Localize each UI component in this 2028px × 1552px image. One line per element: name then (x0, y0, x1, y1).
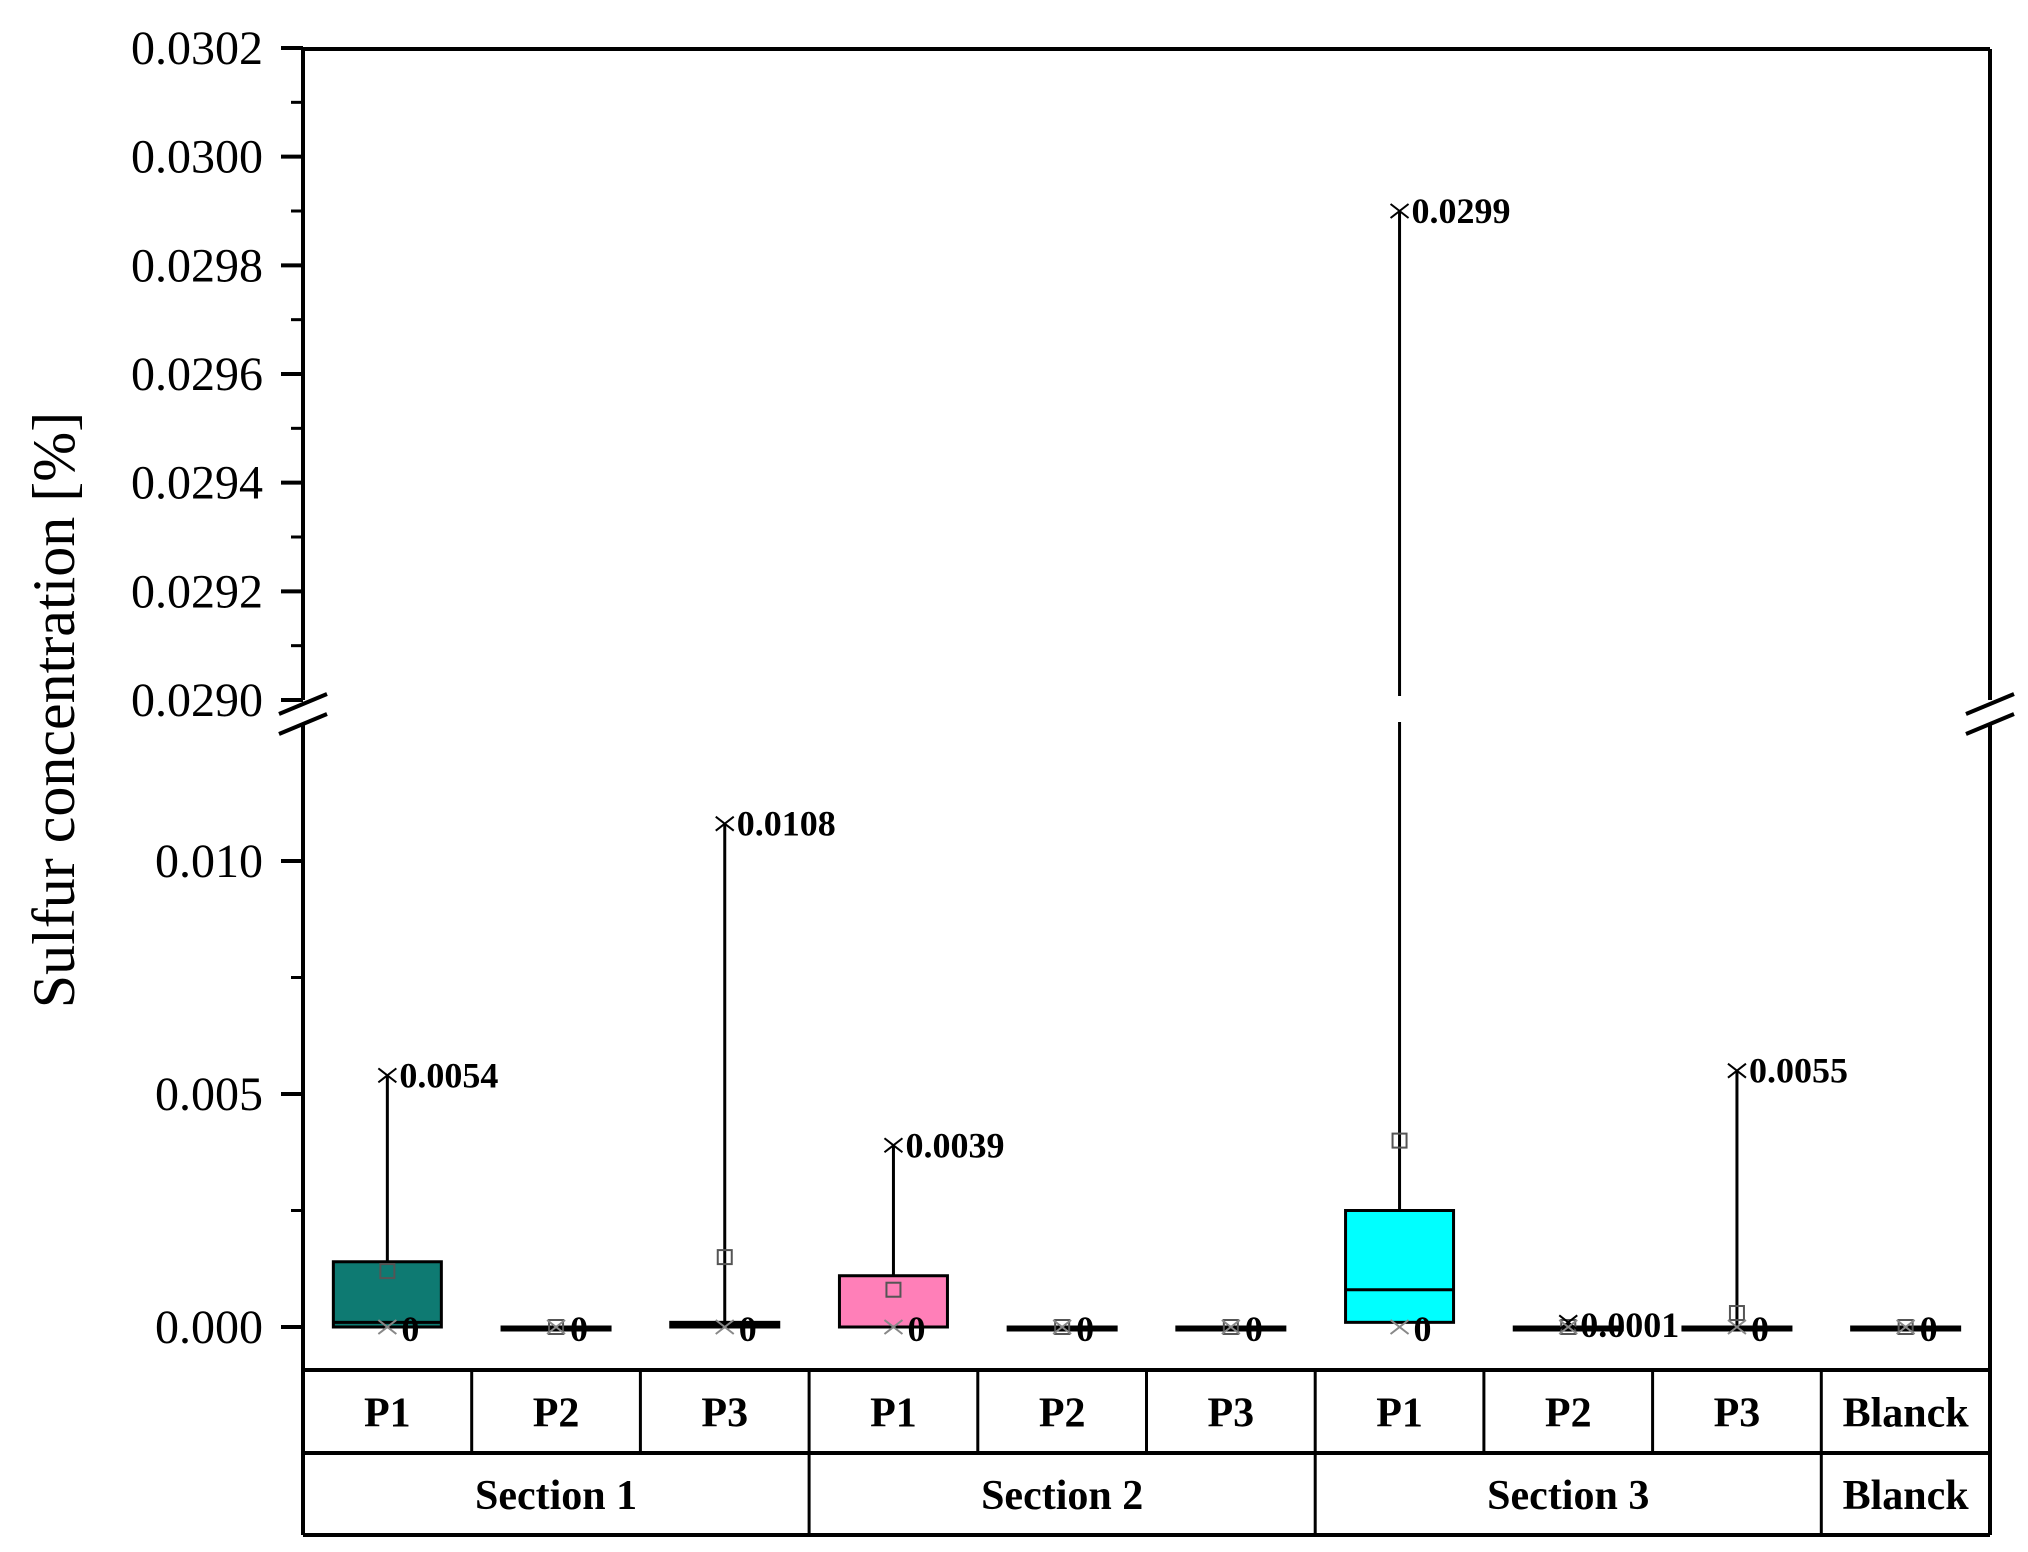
max-value-label: 0.0001 (1580, 1305, 1679, 1345)
category-label: P1 (1376, 1391, 1423, 1437)
max-marker (715, 815, 735, 832)
category-label: P3 (1208, 1391, 1255, 1437)
data-labels: 0.0054 0 0 0.0108 0 0.0039 0 0 0 0.0299 0 0.0001 0.0… (399, 191, 1937, 1349)
axis-break-right-a (1965, 692, 2015, 716)
y-tick-label: 0.0292 (131, 565, 263, 618)
box-section-2-p3 (1175, 1319, 1287, 1335)
y-tick-label: 0.010 (155, 835, 263, 888)
y-tick-label: 0.0298 (131, 239, 263, 292)
min-value-label: 0 (907, 1309, 925, 1349)
box-section-3-p2 (1512, 1314, 1624, 1335)
max-marker (1558, 1314, 1578, 1331)
min-value-label: 0 (739, 1309, 757, 1349)
min-value-label: 0 (1245, 1309, 1263, 1349)
box-body (331, 1260, 443, 1329)
min-marker (1052, 1319, 1072, 1335)
min-marker (1558, 1319, 1578, 1335)
min-marker (546, 1319, 566, 1335)
min-value-label: 0 (570, 1309, 588, 1349)
mean-marker (1391, 1132, 1408, 1149)
box-section-2-p2 (1006, 1319, 1118, 1335)
category-label: P1 (364, 1391, 411, 1437)
box-section-3-p3 (1681, 1062, 1793, 1335)
mean-marker (548, 1319, 565, 1335)
group-label: Section 2 (981, 1473, 1143, 1519)
axis-break-left-b (278, 712, 328, 736)
y-tick-label: 0.0300 (131, 131, 263, 184)
category-label: P2 (1039, 1391, 1086, 1437)
y-tick-label: 0.000 (155, 1301, 263, 1354)
box-section-3-p1 (1344, 203, 1456, 1335)
min-value-label: 0 (1414, 1309, 1432, 1349)
min-value-label: 0 (401, 1309, 419, 1349)
group-label: Section 1 (475, 1473, 637, 1519)
box-section-1-p3 (669, 815, 781, 1335)
min-marker (883, 1319, 904, 1335)
y-tick-label: 0.0296 (131, 348, 263, 401)
min-value-label: 0 (1076, 1309, 1094, 1349)
axis-break-left-a (278, 692, 328, 716)
min-marker (715, 1319, 735, 1335)
min-marker (377, 1319, 397, 1335)
box-section-1-p2 (500, 1319, 612, 1335)
box-section-1-p1 (331, 1067, 443, 1335)
max-value-label: 0.0054 (399, 1055, 498, 1095)
max-value-label: 0.0108 (737, 804, 836, 844)
y-tick-label: 0.0294 (131, 457, 263, 510)
mean-marker (1728, 1305, 1745, 1322)
axis-break-right-b (1965, 712, 2015, 736)
group-label: Section 3 (1487, 1473, 1649, 1519)
category-label: P2 (533, 1391, 580, 1437)
mean-marker (379, 1263, 396, 1280)
mean-marker (885, 1281, 902, 1298)
min-value-label: 0 (1920, 1309, 1938, 1349)
min-marker (1389, 1319, 1410, 1335)
mean-marker (716, 1249, 733, 1266)
min-marker (1727, 1319, 1747, 1335)
max-marker (883, 1137, 904, 1154)
mean-marker (1054, 1319, 1071, 1335)
category-label: P2 (1545, 1391, 1592, 1437)
mean-marker (1897, 1319, 1914, 1335)
max-marker (1389, 203, 1410, 219)
group-label: Blanck (1843, 1473, 1970, 1519)
y-tick-label: 0.0302 (131, 22, 263, 75)
box-blanck-blanck (1850, 1319, 1962, 1335)
max-value-label: 0.0299 (1412, 191, 1511, 231)
max-marker (377, 1067, 397, 1084)
min-marker (1221, 1319, 1241, 1335)
max-marker (1727, 1062, 1747, 1079)
max-value-label: 0.0039 (905, 1125, 1004, 1165)
max-value-label: 0.0055 (1749, 1051, 1848, 1091)
box-series (331, 203, 1962, 1335)
mean-marker (1222, 1319, 1239, 1335)
category-label: P3 (701, 1391, 748, 1437)
y-tick-label: 0.0290 (131, 674, 263, 727)
y-tick-label: 0.005 (155, 1068, 263, 1121)
y-axis-label: Sulfur concentration [%] (21, 412, 87, 1008)
box-section-2-p1 (837, 1137, 949, 1335)
category-label: P3 (1714, 1391, 1761, 1437)
box-body (1344, 1209, 1456, 1324)
min-value-label: 0 (1751, 1309, 1769, 1349)
category-label: Blanck (1843, 1391, 1970, 1437)
category-label: P1 (870, 1391, 917, 1437)
min-marker (1896, 1319, 1916, 1335)
category-table: P1 P2 P3 P1 P2 P3 P1 P2 P3 Blanck Section 1 Section… (301, 1370, 1992, 1537)
y-axis-ticks: 0.0290 0.0292 0.0294 0.0296 0.0298 0.0300 0.03… (131, 22, 303, 1354)
plot-frame (278, 47, 2015, 1372)
